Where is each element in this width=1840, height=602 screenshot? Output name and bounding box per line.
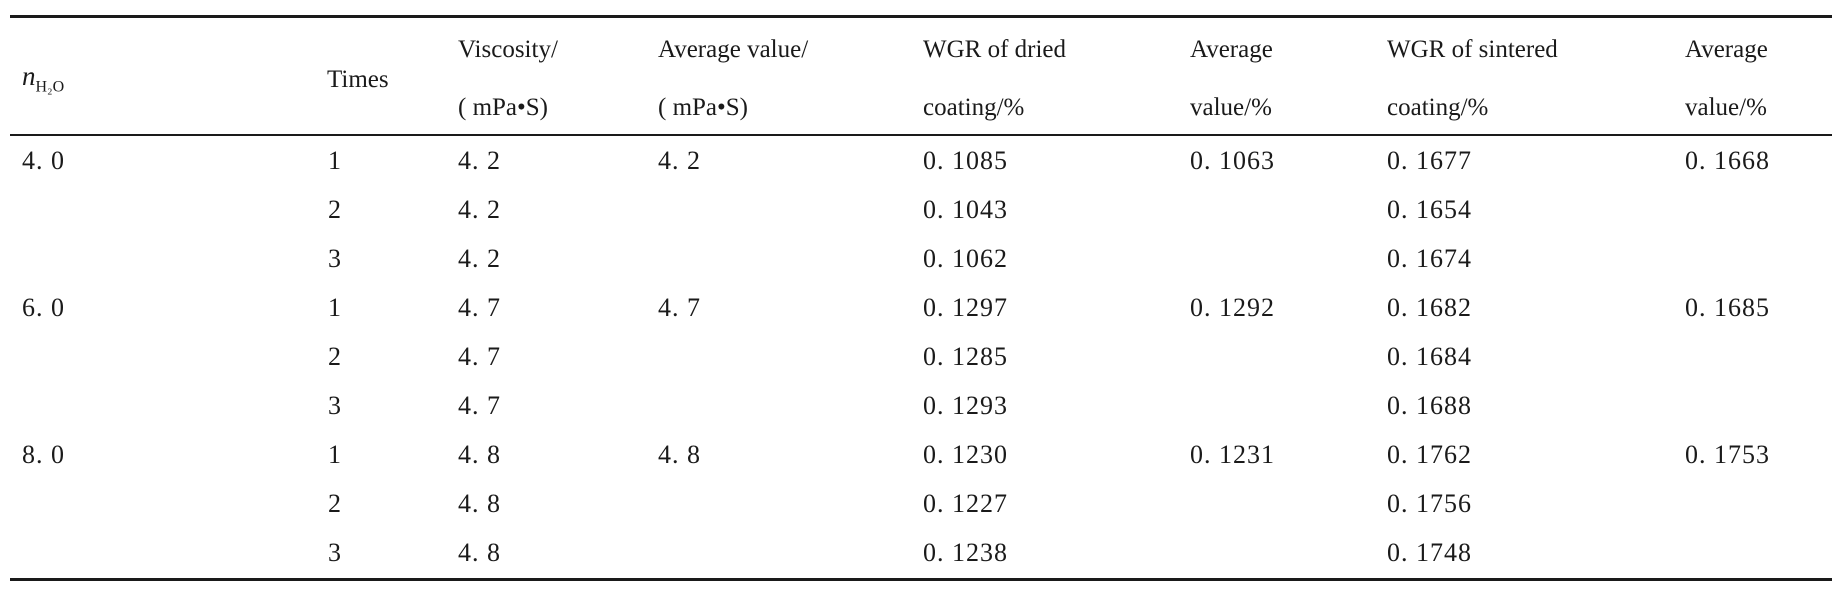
cell-viscosity: 4. 2: [458, 244, 501, 273]
cell-times: 2: [328, 342, 342, 371]
cell-wgr-dried: 0. 1285: [923, 342, 1008, 371]
cell-times: 1: [328, 293, 342, 322]
table-row: 3 4. 8 0. 1238 0. 1748: [10, 528, 1832, 577]
cell-average-viscosity: 4. 8: [658, 440, 701, 469]
header-wgr-sintered-line2: coating/%: [1387, 94, 1489, 121]
cell-times: 3: [328, 538, 342, 567]
table-row: 2 4. 7 0. 1285 0. 1684: [10, 332, 1832, 381]
table-row: 3 4. 7 0. 1293 0. 1688: [10, 381, 1832, 430]
cell-wgr-sintered: 0. 1748: [1387, 538, 1472, 567]
table-row: 3 4. 2 0. 1062 0. 1674: [10, 234, 1832, 283]
header-average-dried-line1: Average: [1190, 36, 1273, 63]
header-wgr-dried-line2: coating/%: [923, 94, 1025, 121]
cell-viscosity: 4. 7: [458, 391, 501, 420]
cell-times: 3: [328, 244, 342, 273]
cell-wgr-dried: 0. 1043: [923, 195, 1008, 224]
cell-wgr-sintered: 0. 1677: [1387, 146, 1472, 175]
cell-average-sintered: 0. 1668: [1685, 146, 1770, 175]
table-row: 4. 0 1 4. 2 4. 2 0. 1085 0. 1063 0. 1677…: [10, 136, 1832, 185]
cell-nh2o: 4. 0: [22, 146, 65, 175]
header-viscosity-line2: ( mPa•S): [458, 94, 549, 121]
cell-nh2o: 6. 0: [22, 293, 65, 322]
header-nh2o-symbol: n: [22, 61, 36, 91]
header-wgr-dried-line1: WGR of dried: [923, 36, 1067, 63]
cell-wgr-dried: 0. 1085: [923, 146, 1008, 175]
cell-wgr-sintered: 0. 1688: [1387, 391, 1472, 420]
table-header-rule: [10, 134, 1832, 136]
cell-wgr-dried: 0. 1227: [923, 489, 1008, 518]
cell-average-sintered: 0. 1685: [1685, 293, 1770, 322]
table-row: 2 4. 2 0. 1043 0. 1654: [10, 185, 1832, 234]
header-average-dried-line2: value/%: [1190, 94, 1272, 121]
cell-wgr-sintered: 0. 1684: [1387, 342, 1472, 371]
header-wgr-sintered-line1: WGR of sintered: [1387, 36, 1558, 63]
header-average-viscosity-line1: Average value/: [658, 36, 809, 63]
header-nh2o-subscript: H₂O: [35, 78, 65, 96]
cell-wgr-sintered: 0. 1682: [1387, 293, 1472, 322]
cell-wgr-dried: 0. 1293: [923, 391, 1008, 420]
cell-wgr-dried: 0. 1062: [923, 244, 1008, 273]
table-row: 8. 0 1 4. 8 4. 8 0. 1230 0. 1231 0. 1762…: [10, 430, 1832, 479]
header-viscosity-line1: Viscosity/: [458, 36, 558, 63]
table-row: 2 4. 8 0. 1227 0. 1756: [10, 479, 1832, 528]
cell-viscosity: 4. 8: [458, 440, 501, 469]
cell-viscosity: 4. 8: [458, 538, 501, 567]
cell-wgr-sintered: 0. 1674: [1387, 244, 1472, 273]
cell-viscosity: 4. 7: [458, 342, 501, 371]
cell-times: 2: [328, 195, 342, 224]
table-top-rule: [10, 15, 1832, 18]
cell-nh2o: 8. 0: [22, 440, 65, 469]
cell-wgr-sintered: 0. 1762: [1387, 440, 1472, 469]
cell-times: 3: [328, 391, 342, 420]
cell-viscosity: 4. 7: [458, 293, 501, 322]
cell-average-sintered: 0. 1753: [1685, 440, 1770, 469]
cell-viscosity: 4. 8: [458, 489, 501, 518]
cell-wgr-sintered: 0. 1654: [1387, 195, 1472, 224]
cell-times: 2: [328, 489, 342, 518]
header-average-sintered-line2: value/%: [1685, 94, 1767, 121]
cell-wgr-dried: 0. 1238: [923, 538, 1008, 567]
cell-average-dried: 0. 1292: [1190, 293, 1275, 322]
header-nh2o: nH₂O: [22, 61, 64, 96]
header-average-sintered-line1: Average: [1685, 36, 1768, 63]
header-average-viscosity-line2: ( mPa•S): [658, 94, 749, 121]
cell-average-dried: 0. 1231: [1190, 440, 1275, 469]
cell-times: 1: [328, 440, 342, 469]
cell-viscosity: 4. 2: [458, 195, 501, 224]
cell-wgr-sintered: 0. 1756: [1387, 489, 1472, 518]
cell-average-dried: 0. 1063: [1190, 146, 1275, 175]
cell-times: 1: [328, 146, 342, 175]
cell-wgr-dried: 0. 1297: [923, 293, 1008, 322]
cell-average-viscosity: 4. 2: [658, 146, 701, 175]
cell-average-viscosity: 4. 7: [658, 293, 701, 322]
header-times: Times: [327, 66, 389, 93]
table-row: 6. 0 1 4. 7 4. 7 0. 1297 0. 1292 0. 1682…: [10, 283, 1832, 332]
cell-wgr-dried: 0. 1230: [923, 440, 1008, 469]
cell-viscosity: 4. 2: [458, 146, 501, 175]
table-bottom-rule: [10, 578, 1832, 581]
